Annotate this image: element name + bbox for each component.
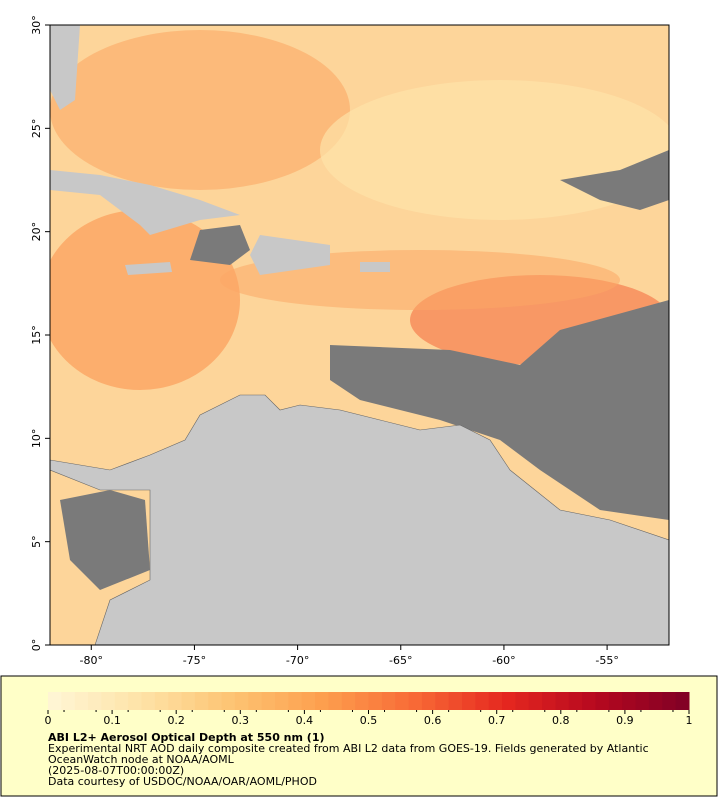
- colorbar-step: [301, 692, 316, 710]
- caption-line: OceanWatch node at NOAA/AOML: [48, 753, 235, 766]
- colorbar-step: [408, 692, 423, 710]
- colorbar-step: [328, 692, 343, 710]
- jamaica: [125, 262, 172, 275]
- colorbar-step: [88, 692, 102, 710]
- colorbar-tick-label: 0.3: [232, 714, 250, 727]
- colorbar-tick-label: 0.7: [488, 714, 506, 727]
- colorbar-step: [421, 692, 436, 710]
- map-image: [50, 25, 669, 645]
- colorbar-step: [675, 692, 690, 710]
- colorbar-step: [288, 692, 303, 710]
- colorbar-step: [141, 692, 156, 710]
- colorbar-step: [662, 692, 677, 710]
- caption-title: ABI L2+ Aerosol Optical Depth at 550 nm …: [48, 731, 325, 744]
- colorbar-tick-label: 0.5: [360, 714, 378, 727]
- y-tick-label: 15°: [30, 325, 43, 345]
- y-tick-label: 30°: [30, 15, 43, 35]
- cloud-mask: [330, 300, 669, 520]
- aod-patch: [50, 30, 350, 190]
- y-tick-label: 5°: [30, 535, 43, 548]
- colorbar-step: [542, 692, 556, 710]
- colorbar-step: [248, 692, 263, 710]
- colorbar-step: [381, 692, 396, 710]
- colorbar-step: [648, 692, 663, 710]
- colorbar-tick-label: 0.9: [616, 714, 634, 727]
- colorbar-step: [168, 692, 183, 710]
- cuba: [50, 170, 240, 235]
- colorbar-step: [101, 692, 116, 710]
- x-tick-label: -65°: [389, 654, 412, 667]
- colorbar-step: [515, 692, 530, 710]
- colorbar-tick-label: 0.6: [424, 714, 442, 727]
- colorbar-step: [341, 692, 356, 710]
- colorbar-step: [355, 692, 369, 710]
- colorbar-step: [48, 692, 62, 710]
- colorbar-step: [315, 692, 329, 710]
- colorbar-step: [528, 692, 543, 710]
- cloud-mask: [190, 225, 250, 265]
- y-tick-label: 20°: [30, 222, 43, 242]
- colorbar-step: [595, 692, 610, 710]
- colorbar-step: [208, 692, 223, 710]
- florida: [50, 25, 80, 110]
- y-tick-label: 25°: [30, 119, 43, 139]
- y-tick-label: 0°: [30, 639, 43, 652]
- caption-line: Experimental NRT AOD daily composite cre…: [48, 742, 649, 755]
- colorbar-step: [622, 692, 637, 710]
- puerto-rico: [360, 262, 390, 272]
- colorbar-step: [194, 692, 209, 710]
- colorbar-step: [448, 692, 463, 710]
- lake-maracaibo: [60, 490, 150, 590]
- colorbar-step: [435, 692, 450, 710]
- caption-line: (2025-08-07T00:00:00Z): [48, 764, 184, 777]
- caption-line: Data courtesy of USDOC/NOAA/OAR/AOML/PHO…: [48, 775, 317, 788]
- colorbar-step: [608, 692, 623, 710]
- colorbar-step: [221, 692, 236, 710]
- colorbar-step: [502, 692, 516, 710]
- colorbar-step: [395, 692, 410, 710]
- colorbar-step: [582, 692, 597, 710]
- colorbar-step: [635, 692, 650, 710]
- colorbar-step: [154, 692, 169, 710]
- colorbar-step: [475, 692, 490, 710]
- colorbar-tick-label: 0.2: [167, 714, 185, 727]
- colorbar-step: [181, 692, 196, 710]
- colorbar-step: [74, 692, 89, 710]
- hispaniola: [250, 235, 330, 275]
- colorbar-step: [234, 692, 249, 710]
- colorbar-step: [275, 692, 289, 710]
- land: [50, 394, 669, 645]
- colorbar-tick-label: 0: [45, 714, 52, 727]
- x-tick-label: -60°: [492, 654, 515, 667]
- x-tick-label: -80°: [80, 654, 103, 667]
- colorbar-step: [568, 692, 583, 710]
- colorbar-step: [261, 692, 276, 710]
- colorbar-step: [488, 692, 503, 710]
- x-tick-label: -70°: [286, 654, 309, 667]
- x-tick-label: -55°: [595, 654, 618, 667]
- colorbar-step: [128, 692, 142, 710]
- colorbar-step: [555, 692, 570, 710]
- colorbar-step: [114, 692, 129, 710]
- colorbar-step: [368, 692, 383, 710]
- y-tick-label: 10°: [30, 429, 43, 449]
- colorbar-tick-label: 0.1: [103, 714, 121, 727]
- colorbar-tick-label: 0.8: [552, 714, 570, 727]
- x-tick-label: -75°: [183, 654, 206, 667]
- colorbar-step: [461, 692, 476, 710]
- colorbar-tick-label: 0.4: [296, 714, 314, 727]
- colorbar-tick-label: 1: [686, 714, 693, 727]
- cloud-mask: [560, 150, 669, 210]
- colorbar-step: [61, 692, 76, 710]
